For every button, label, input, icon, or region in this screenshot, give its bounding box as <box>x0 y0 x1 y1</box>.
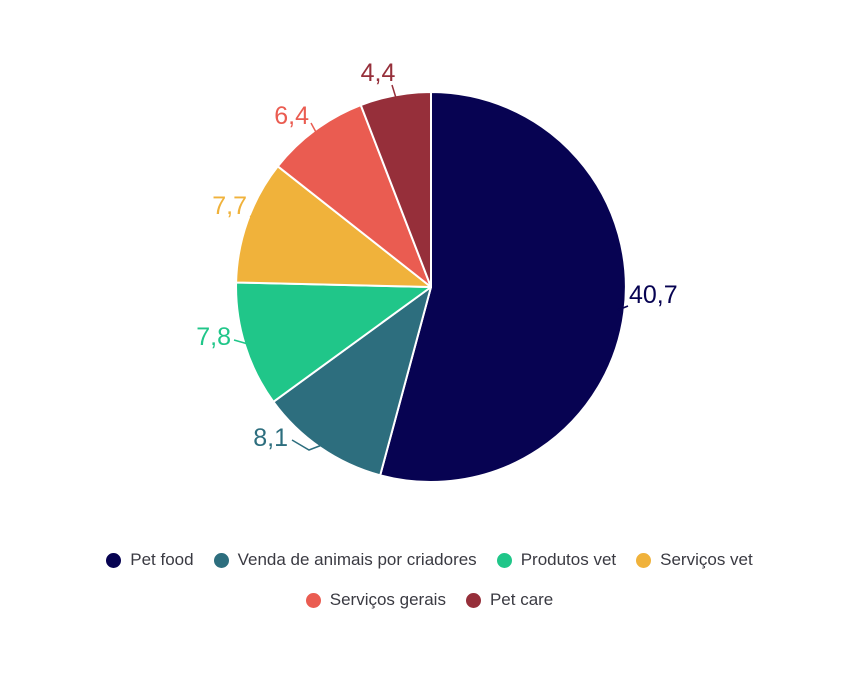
slice-leader-line-produtos-vet <box>233 339 249 345</box>
legend-item-servicos-vet[interactable]: Serviços vet <box>636 550 753 570</box>
slice-value-label-pet-food: 40,7 <box>629 281 678 309</box>
legend-swatch-icon <box>305 592 321 608</box>
pie-slice-pet-food[interactable] <box>379 91 627 483</box>
legend-item-venda-de-animais-por-criadores[interactable]: Venda de animais por criadores <box>213 550 477 570</box>
legend-item-label: Pet care <box>489 590 554 609</box>
pie-slice-servicos-vet[interactable] <box>235 165 432 288</box>
legend-item-label: Venda de animais por criadores <box>237 550 477 569</box>
slice-value-label-pet-care: 4,4 <box>361 59 396 87</box>
legend-item-label: Produtos vet <box>520 550 617 569</box>
legend: Pet food Venda de animais por criadores Pr… <box>0 550 859 610</box>
legend-swatch-icon <box>465 592 481 608</box>
slice-value-label-servicos-gerais: 6,4 <box>274 102 309 130</box>
slice-value-label-produtos-vet: 7,8 <box>196 323 231 351</box>
slice-leader-line-pet-care <box>391 84 397 99</box>
legend-item-pet-food[interactable]: Pet food <box>106 550 194 570</box>
pie-slice-venda-de-animais-por-criadores[interactable] <box>272 286 432 477</box>
legend-item-label: Pet food <box>130 550 194 569</box>
legend-item-label: Serviços gerais <box>329 590 446 609</box>
slice-leader-line-servicos-gerais <box>310 122 318 135</box>
slice-leader-line-venda-de-animais-por-criadores <box>291 439 323 451</box>
slice-value-label-venda-de-animais-por-criadores: 8,1 <box>253 424 288 452</box>
legend-swatch-icon <box>213 552 229 568</box>
legend-swatch-icon <box>496 552 512 568</box>
slice-leader-line-servicos-vet <box>249 215 261 222</box>
slice-leader-line-pet-food <box>617 305 629 311</box>
pie-chart: 40,7 8,1 7,8 7,7 6,4 4,4 <box>196 59 678 483</box>
legend-item-servicos-gerais[interactable]: Serviços gerais <box>305 590 446 610</box>
pie-slice-produtos-vet[interactable] <box>235 281 432 403</box>
legend-swatch-icon <box>106 552 122 568</box>
legend-item-pet-care[interactable]: Pet care <box>465 590 554 610</box>
legend-item-label: Serviços vet <box>660 550 753 569</box>
legend-swatch-icon <box>636 552 652 568</box>
legend-row-1: Pet food Venda de animais por criadores Pr… <box>0 550 859 570</box>
legend-row-2: Serviços gerais Pet care <box>0 590 859 610</box>
slice-value-label-servicos-vet: 7,7 <box>212 192 247 220</box>
legend-item-produtos-vet[interactable]: Produtos vet <box>496 550 617 570</box>
